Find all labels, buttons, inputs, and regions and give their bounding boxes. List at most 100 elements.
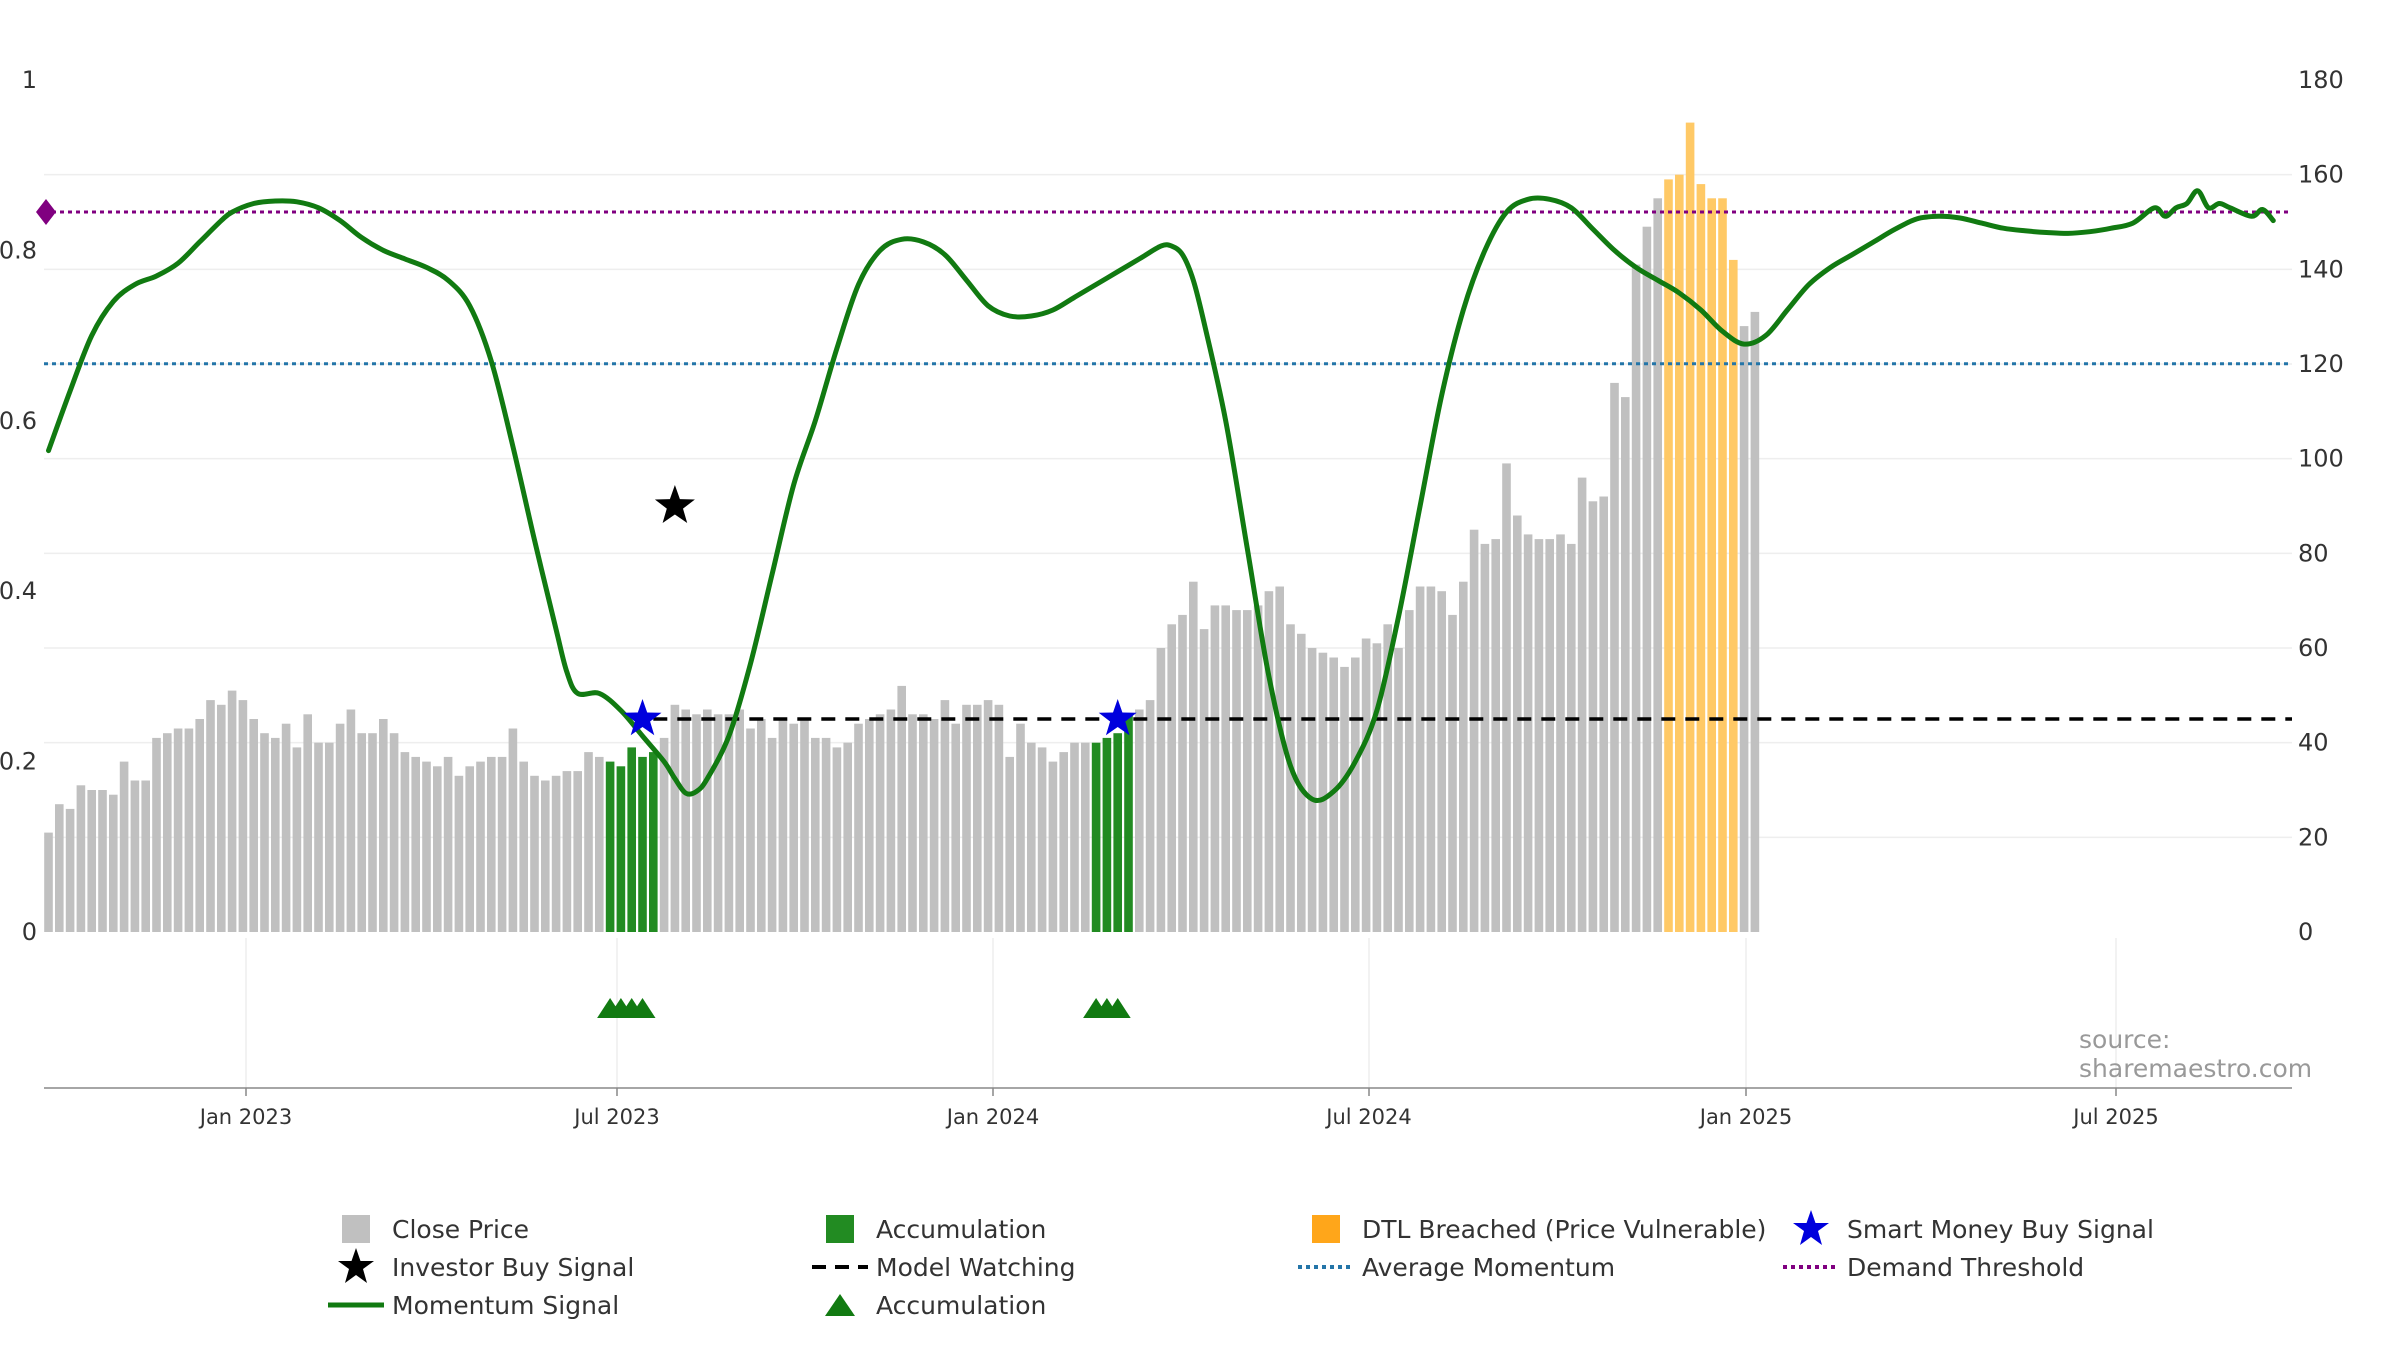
legend-label: Average Momentum	[1362, 1252, 1616, 1282]
dtl-breached-bar	[1718, 198, 1727, 933]
dotted-line-icon	[1783, 1265, 1839, 1269]
close-price-bar	[65, 808, 75, 932]
legend-item-model-watching: Model Watching	[804, 1248, 1076, 1286]
close-price-bar	[1016, 723, 1025, 932]
close-price-bar	[1621, 397, 1630, 933]
close-price-bar	[703, 709, 712, 932]
close-price-bar	[173, 728, 183, 932]
close-price-bar	[87, 790, 96, 932]
close-price-bar	[1631, 264, 1641, 933]
green-square-icon	[826, 1215, 854, 1243]
close-price-bar	[1599, 496, 1608, 932]
close-price-bar	[551, 775, 561, 932]
legend-label: Investor Buy Signal	[392, 1252, 635, 1282]
source-credit: source: sharemaestro.com	[2079, 1025, 2313, 1083]
close-price-bar	[422, 761, 431, 932]
close-price-bar	[1037, 747, 1047, 932]
close-price-bar	[44, 832, 53, 932]
close-price-bar	[443, 756, 453, 932]
close-price-bar	[1351, 657, 1360, 932]
dtl-breached-bar	[1664, 179, 1673, 932]
close-price-bar	[433, 766, 442, 932]
close-price-bar	[465, 766, 474, 932]
right-tick-label: 60	[2298, 634, 2329, 662]
close-price-bar	[1394, 648, 1403, 932]
close-price-bar	[1027, 742, 1036, 932]
close-price-bar	[1642, 226, 1652, 932]
close-price-bar	[519, 761, 528, 932]
right-tick-label: 20	[2298, 823, 2329, 851]
legend-label: DTL Breached (Price Vulnerable)	[1362, 1214, 1767, 1244]
gray-square-icon	[342, 1215, 370, 1243]
accumulation-marker	[629, 998, 656, 1018]
smart-money-buy-signal-star	[1098, 699, 1137, 736]
legend-item-momentum-signal: Momentum Signal	[320, 1286, 619, 1324]
dtl-breached-bar	[1685, 122, 1695, 933]
close-price-bar	[1556, 534, 1565, 932]
close-price-bar	[1383, 624, 1392, 932]
close-price-bar	[1437, 591, 1446, 932]
close-price-bar	[973, 704, 982, 932]
legend-label: Close Price	[392, 1214, 530, 1244]
close-price-bar	[584, 752, 593, 932]
x-tick-label: Jul 2023	[572, 1105, 659, 1129]
axes: Jan 2023 Jul 2023 Jan 2024 Jul 2024 Jan 2025…	[0, 66, 2344, 1129]
legend-item-accumulation-marker: Accumulation	[804, 1286, 1046, 1324]
close-price-bar	[163, 733, 172, 932]
close-price-bar	[746, 728, 755, 932]
right-tick-label: 0	[2298, 918, 2313, 946]
accumulation-bar	[616, 766, 626, 932]
close-price-bar	[1243, 610, 1252, 932]
close-price-bar	[1318, 652, 1328, 932]
close-price-bar	[1534, 539, 1544, 932]
triangle-icon	[825, 1294, 855, 1316]
right-tick-label: 140	[2298, 255, 2344, 283]
close-price-bar	[919, 714, 928, 932]
close-price-bar	[778, 719, 788, 932]
close-price-bar	[573, 771, 582, 932]
close-price-bar	[1577, 477, 1587, 932]
legend-item-close-price: Close Price	[320, 1210, 529, 1248]
close-price-bar	[1199, 629, 1209, 932]
close-price-bar	[1232, 610, 1241, 932]
investor-buy-signal-star	[654, 485, 695, 523]
close-price-bar	[98, 790, 107, 932]
right-tick-label: 120	[2298, 350, 2344, 378]
close-price-bar	[1340, 666, 1349, 932]
close-price-bar	[55, 804, 64, 932]
close-price-bar	[1459, 581, 1468, 932]
left-tick-label: 0.4	[0, 577, 37, 605]
close-price-bar	[800, 719, 809, 932]
close-price-bar	[1567, 543, 1576, 932]
close-price-bar	[692, 714, 701, 932]
close-price-bar	[411, 756, 420, 932]
close-price-bar	[152, 737, 161, 932]
dotted-line-icon	[1298, 1265, 1354, 1269]
close-price-bar	[325, 742, 334, 932]
accumulation-bar	[649, 752, 658, 932]
dashed-line-icon	[812, 1265, 868, 1269]
close-price-bar	[1372, 643, 1382, 932]
close-price-bar	[400, 752, 410, 932]
close-price-bar	[983, 700, 993, 932]
legend-item-investor-buy-signal: Investor Buy Signal	[320, 1248, 634, 1286]
close-price-bar	[757, 719, 766, 932]
close-price-bar	[206, 700, 215, 932]
close-price-bar	[1329, 657, 1338, 932]
close-price-bar	[562, 771, 572, 932]
close-price-bar	[335, 723, 345, 932]
accumulation-bar	[1102, 737, 1112, 932]
reference-lines	[36, 199, 2292, 721]
x-tick-label: Jan 2024	[945, 1105, 1040, 1129]
close-price-bar	[1221, 605, 1230, 932]
close-price-bar	[1307, 648, 1317, 932]
signal-markers	[597, 485, 1137, 1018]
close-price-bar	[1189, 581, 1198, 932]
close-price-bar	[1480, 543, 1490, 932]
close-price-bar	[389, 733, 399, 932]
close-price-bar	[929, 719, 939, 932]
close-price-bar	[962, 704, 971, 932]
close-price-bar	[119, 761, 129, 932]
legend-label: Accumulation	[876, 1290, 1047, 1320]
close-price-bar	[130, 780, 140, 932]
